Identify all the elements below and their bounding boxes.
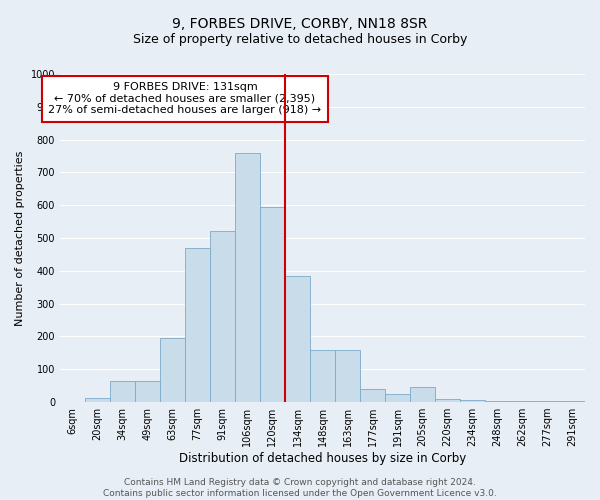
- Bar: [410, 388, 435, 402]
- Y-axis label: Number of detached properties: Number of detached properties: [15, 150, 25, 326]
- X-axis label: Distribution of detached houses by size in Corby: Distribution of detached houses by size …: [179, 452, 466, 465]
- Bar: [285, 276, 310, 402]
- Bar: [435, 399, 460, 402]
- Bar: [135, 381, 160, 402]
- Text: Contains HM Land Registry data © Crown copyright and database right 2024.
Contai: Contains HM Land Registry data © Crown c…: [103, 478, 497, 498]
- Text: 9, FORBES DRIVE, CORBY, NN18 8SR: 9, FORBES DRIVE, CORBY, NN18 8SR: [172, 18, 428, 32]
- Bar: [85, 398, 110, 402]
- Bar: [110, 381, 135, 402]
- Bar: [260, 207, 285, 402]
- Bar: [460, 400, 485, 402]
- Bar: [485, 401, 510, 402]
- Bar: [160, 338, 185, 402]
- Bar: [310, 350, 335, 402]
- Bar: [185, 248, 210, 402]
- Text: 9 FORBES DRIVE: 131sqm
← 70% of detached houses are smaller (2,395)
27% of semi-: 9 FORBES DRIVE: 131sqm ← 70% of detached…: [49, 82, 322, 116]
- Text: Size of property relative to detached houses in Corby: Size of property relative to detached ho…: [133, 32, 467, 46]
- Bar: [385, 394, 410, 402]
- Bar: [335, 350, 360, 402]
- Bar: [235, 152, 260, 402]
- Bar: [210, 232, 235, 402]
- Bar: [360, 389, 385, 402]
